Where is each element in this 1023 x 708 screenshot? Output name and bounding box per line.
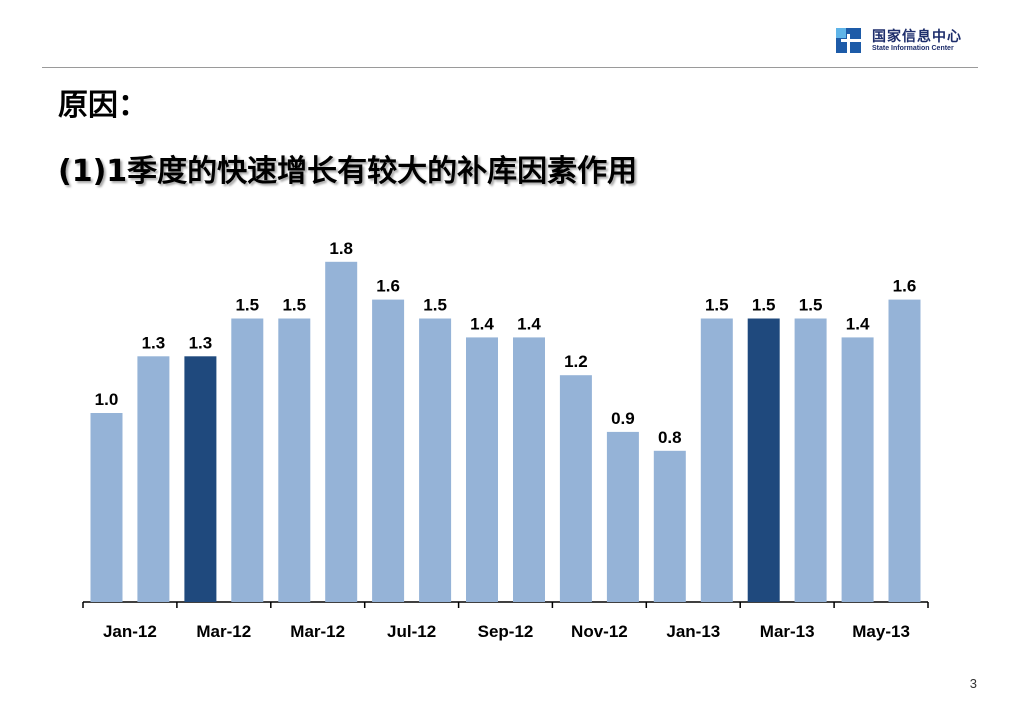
bar-Mar-13 xyxy=(747,318,780,602)
bar-Jan-13 xyxy=(653,450,686,602)
x-axis-tick-label: Mar-12 xyxy=(290,622,345,641)
bar-value-label: 1.5 xyxy=(423,296,447,315)
bar-value-label: 0.9 xyxy=(611,409,635,428)
x-axis-tick-label: Jan-12 xyxy=(103,622,157,641)
bar-value-label: 1.5 xyxy=(282,296,306,315)
state-information-center-logo: 国家信息中心 State Information Center xyxy=(836,26,981,58)
x-axis-tick-label: Mar-12 xyxy=(196,622,251,641)
bar-Oct-12 xyxy=(513,337,545,602)
logo-chinese-name: 国家信息中心 xyxy=(872,29,962,45)
bar-Aug-12 xyxy=(419,318,452,602)
bar-value-label: 1.8 xyxy=(329,239,353,258)
bar-value-label: 1.5 xyxy=(799,296,823,315)
logo-mark-icon xyxy=(836,28,861,53)
bar-Sep-12 xyxy=(466,337,498,602)
bar-May-13 xyxy=(841,337,874,602)
logo-english-name: State Information Center xyxy=(872,45,954,52)
bar-value-label: 1.3 xyxy=(142,333,166,352)
header-divider xyxy=(42,67,978,68)
bar-Jun-13 xyxy=(888,299,921,602)
bar-Feb-13 xyxy=(700,318,733,602)
x-axis-tick-label: Jul-12 xyxy=(387,622,436,641)
bar-value-label: 1.4 xyxy=(470,314,494,333)
bar-value-label: 1.5 xyxy=(752,296,776,315)
bar-value-label: 1.6 xyxy=(893,277,917,296)
bar-value-label: 1.6 xyxy=(376,277,400,296)
bar-value-label: 1.4 xyxy=(517,314,541,333)
x-axis-tick-label: Sep-12 xyxy=(478,622,534,641)
bar-Feb-12 xyxy=(137,356,170,602)
bar-Apr-13 xyxy=(794,318,827,602)
bar-Jan-12 xyxy=(90,413,123,602)
x-axis-tick-label: May-13 xyxy=(852,622,910,641)
bar-Apr-12 xyxy=(231,318,264,602)
bar-May-12 xyxy=(278,318,311,602)
bar-value-label: 1.4 xyxy=(846,314,870,333)
bar-Dec-12 xyxy=(606,431,639,602)
bar-value-label: 1.5 xyxy=(235,296,259,315)
page-number: 3 xyxy=(969,676,977,691)
page-heading: 原因： xyxy=(58,88,148,123)
bar-Jun-12 xyxy=(325,261,358,602)
x-axis-tick-label: Jan-13 xyxy=(666,622,720,641)
bar-value-label: 0.8 xyxy=(658,428,682,447)
bar-value-label: 1.3 xyxy=(189,333,213,352)
bar-Jul-12 xyxy=(372,299,405,602)
page-subheading: (1)1季度的快速增长有较大的补库因素作用 xyxy=(58,154,638,189)
bar-value-label: 1.0 xyxy=(95,390,119,409)
bar-Nov-12 xyxy=(559,375,592,602)
x-axis-tick-label: Mar-13 xyxy=(760,622,815,641)
bar-value-label: 1.5 xyxy=(705,296,729,315)
x-axis-tick-label: Nov-12 xyxy=(571,622,628,641)
bar-Mar-12 xyxy=(184,356,217,602)
bar-value-label: 1.2 xyxy=(564,352,588,371)
